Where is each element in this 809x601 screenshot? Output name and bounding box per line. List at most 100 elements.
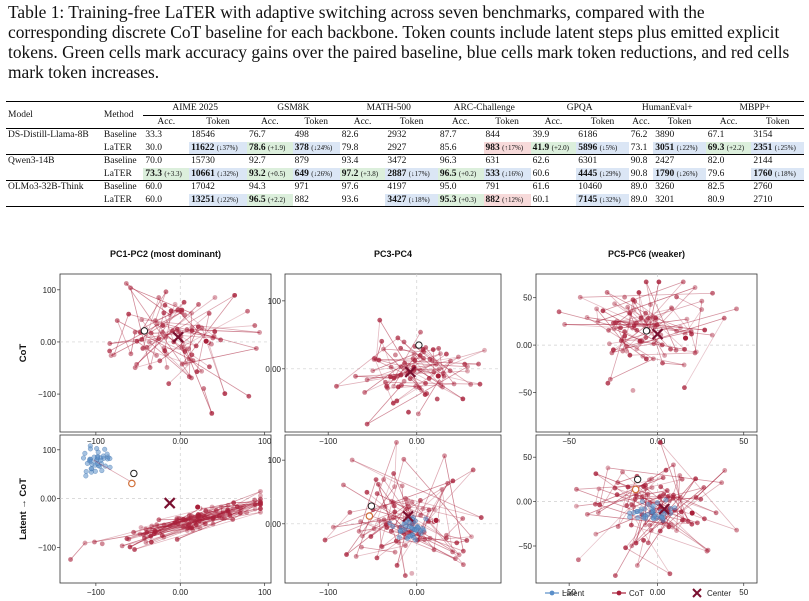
latent-point: [396, 534, 402, 540]
trajectory-segment: [191, 354, 210, 368]
cot-point: [699, 298, 705, 304]
trajectory-layer: [107, 281, 262, 416]
trajectory-segment: [372, 356, 459, 372]
cot-point: [650, 356, 656, 362]
latent-point: [104, 451, 110, 457]
cot-point: [575, 557, 581, 563]
cot-point: [392, 509, 398, 515]
header-token: Token: [304, 116, 328, 127]
cot-point: [629, 502, 635, 507]
cot-point: [680, 279, 686, 285]
center-marker: [402, 510, 414, 523]
cot-point: [562, 322, 567, 327]
cot-point: [634, 327, 640, 333]
trajectory-segment: [676, 296, 702, 310]
cot-point: [406, 529, 412, 535]
trajectory-segment: [164, 310, 172, 351]
trajectory-segment: [352, 459, 482, 518]
latent-point: [423, 516, 429, 522]
trajectory-segment: [428, 521, 464, 565]
cot-point: [609, 350, 615, 356]
trajectory-segment: [444, 455, 464, 552]
cot-point: [163, 289, 169, 295]
cot-point: [132, 547, 137, 552]
trajectory-segment: [680, 327, 705, 331]
cot-point: [399, 382, 404, 388]
cot-point: [405, 497, 411, 503]
latent-point: [403, 523, 409, 529]
trajectory-segment: [393, 331, 421, 379]
latent-point: [407, 533, 413, 539]
latent-point: [663, 497, 669, 503]
cot-point: [628, 522, 634, 528]
cot-point: [630, 297, 636, 303]
cot-point: [211, 514, 217, 520]
cot-point: [433, 361, 439, 367]
cot-point: [189, 352, 195, 358]
cot-point: [443, 351, 449, 357]
trajectory-segment: [140, 332, 186, 352]
y-tick-label: −100: [38, 543, 57, 552]
cot-point: [199, 368, 205, 374]
cot-point: [625, 304, 631, 310]
value-cell: 498: [294, 130, 309, 141]
cot-point: [209, 410, 215, 416]
value-cell: 96.5 (+2.2): [246, 193, 293, 207]
cot-point: [677, 494, 683, 500]
trajectory-segment: [659, 470, 726, 532]
latent-point: [409, 525, 414, 531]
cot-point: [227, 512, 233, 518]
cot-point: [376, 357, 382, 363]
cot-point: [709, 332, 715, 338]
trajectory-segment: [139, 291, 167, 333]
trajectory-segment: [407, 358, 424, 373]
header-token: Token: [399, 116, 424, 127]
cot-point: [436, 366, 442, 372]
cot-point: [189, 328, 195, 334]
latent-point: [99, 468, 105, 474]
cot-point: [689, 521, 695, 527]
cot-point: [455, 354, 461, 360]
legend-dot: [616, 590, 622, 596]
trajectory-segment: [398, 536, 472, 543]
trajectory-segment: [125, 283, 192, 379]
cot-point: [152, 318, 158, 324]
cot-point: [468, 381, 474, 387]
cot-point: [108, 353, 114, 358]
trajectory-segment: [136, 330, 173, 365]
pca-panel: −100 0.00 100 100 0.00 −100: [38, 434, 272, 597]
cot-point: [398, 364, 404, 370]
latent-point: [100, 453, 106, 459]
cot-point: [82, 540, 88, 546]
trajectory-segment: [159, 327, 203, 362]
cot-point: [322, 537, 328, 543]
cot-point: [139, 317, 145, 323]
cot-point: [442, 453, 447, 459]
trajectory-segment: [211, 502, 234, 508]
start-marker: [140, 327, 149, 335]
panel-frame: [535, 273, 758, 433]
value-cell: 80.9: [707, 194, 725, 205]
cot-point: [657, 494, 662, 500]
cot-point: [162, 348, 168, 354]
table-caption: Table 1: Training-free LaTER with adapti…: [8, 2, 790, 82]
x-tick-label: 100: [258, 437, 272, 446]
cot-point: [722, 468, 728, 473]
value-cell: 87.7: [439, 130, 457, 141]
trajectory-segment: [385, 524, 456, 560]
cot-point: [451, 381, 457, 387]
cot-point: [360, 533, 365, 539]
cot-point: [399, 483, 405, 489]
cot-point: [417, 353, 423, 358]
cot-point: [612, 573, 618, 578]
cot-point: [162, 302, 168, 308]
trajectory-segment: [642, 355, 685, 366]
value-cell: 97.2 (+3.8): [339, 167, 386, 181]
cot-point: [651, 341, 657, 347]
trajectory-segment: [684, 309, 703, 335]
cot-point: [634, 346, 640, 352]
cot-point: [212, 295, 218, 300]
cot-point: [201, 514, 207, 520]
cot-point: [648, 527, 654, 533]
cot-point: [126, 536, 132, 542]
